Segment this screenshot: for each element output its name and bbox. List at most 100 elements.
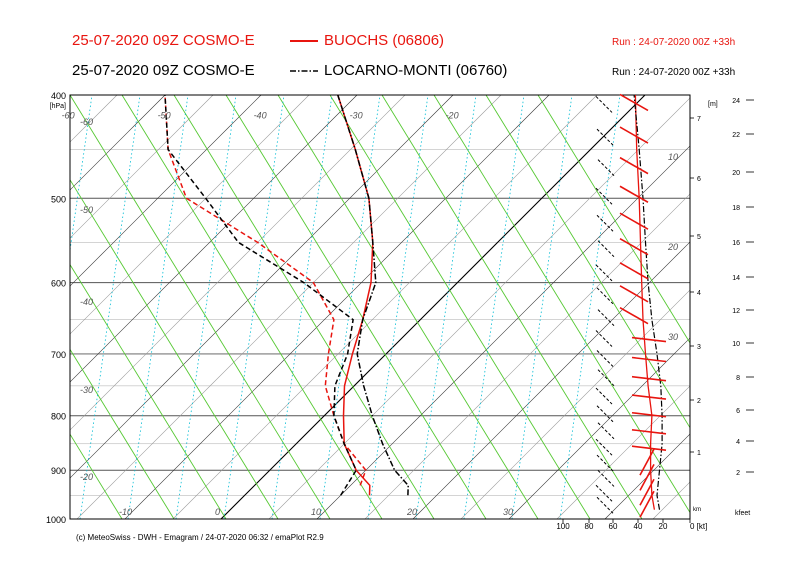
isotherm-label: -50 (80, 205, 93, 215)
wind-arrow-locarno (596, 405, 614, 423)
height-m-label: 6 (697, 176, 701, 183)
wind-arrow-buochs (639, 478, 655, 506)
height-m-label: 2 (697, 398, 701, 405)
height-kfeet-label: 8 (736, 375, 740, 382)
wind-axis-label: 80 (585, 522, 594, 531)
buochs-run-label: Run : 24-07-2020 00Z +33h (612, 37, 736, 48)
dry-adiabat-line (329, 95, 591, 519)
isotherm-line (70, 95, 310, 335)
dry-adiabat-line (70, 348, 175, 519)
profile-temperature-0 (337, 95, 374, 496)
pressure-tick-label: 800 (51, 412, 66, 422)
isotherm-label: 0 (215, 507, 220, 517)
height-kfeet-label: 10 (732, 341, 740, 348)
wind-arrow-locarno (596, 350, 614, 367)
wind-arrow-buochs (619, 93, 649, 112)
isotherm-label: 30 (503, 507, 513, 517)
isotherm-label: -50 (158, 110, 171, 120)
wind-axis-label: 100 (556, 522, 570, 531)
locarno-date-label: 25-07-2020 09Z COSMO-E (72, 62, 255, 79)
profile-dewpoint-1 (164, 95, 367, 486)
wind-arrow-buochs (619, 306, 649, 325)
height-m-label: 3 (697, 344, 701, 351)
buochs-legend-line (290, 40, 318, 42)
wind-arrow-buochs (631, 411, 667, 418)
wind-arrow-locarno (595, 187, 613, 205)
height-kfeet-label: 16 (732, 240, 740, 247)
isotherm-line (0, 95, 21, 519)
height-kfeet-label: 18 (732, 205, 740, 212)
height-km-unit: km (693, 507, 701, 513)
wind-arrow-locarno (595, 264, 613, 282)
dry-adiabat-line (0, 95, 18, 519)
mixing-ratio-line (559, 95, 621, 519)
wind-arrow-buochs (631, 375, 667, 382)
wind-arrow-locarno (595, 484, 613, 502)
dry-adiabat-line (70, 433, 123, 519)
isotherm-line (172, 95, 598, 519)
wind-arrow-buochs (619, 238, 649, 256)
plot-area (0, 95, 690, 519)
isotherm-label: -40 (80, 297, 93, 307)
wind-arrow-locarno (597, 369, 615, 387)
wind-arrow-buochs (631, 445, 667, 452)
mixing-ratio-line (463, 95, 525, 519)
profile-temperature-2 (337, 95, 409, 496)
wind-arrow-locarno (597, 159, 615, 176)
dry-adiabat-line (70, 518, 71, 519)
wind-arrow-locarno (597, 422, 615, 440)
mixing-ratio-line (70, 95, 93, 254)
isotherm-label: -60 (80, 117, 93, 127)
dry-adiabat-line (70, 178, 279, 519)
isotherm-label: -10 (119, 507, 132, 517)
isotherm-line (604, 433, 690, 519)
wind-arrow-locarno (596, 287, 614, 305)
pressure-unit-label: [hPa] (50, 103, 66, 110)
wind-arrow-buochs (631, 428, 667, 435)
buochs-date-label: 25-07-2020 09Z COSMO-E (72, 32, 255, 49)
wind-arrow-buochs (631, 336, 667, 343)
isotherm-label: 20 (406, 507, 417, 517)
isotherm-label: -40 (254, 110, 267, 120)
height-m-label: 4 (697, 290, 701, 297)
isotherm-label: -60 (62, 110, 75, 120)
wind-arrow-locarno (597, 240, 615, 258)
wind-arrow-buochs (631, 356, 667, 363)
height-kfeet-label: 14 (732, 275, 740, 282)
isotherm-label: 10 (311, 507, 321, 517)
pressure-tick-label: 700 (51, 350, 66, 360)
isotherm-line (460, 289, 690, 519)
wind-arrow-buochs (639, 464, 655, 491)
mixing-ratio-line (415, 95, 477, 519)
isotherm-line (364, 193, 690, 519)
dry-adiabat-line (225, 95, 487, 519)
profile-dewpoint-3 (164, 95, 358, 496)
isotherm-label: -30 (350, 110, 363, 120)
wind-axis-label: 0 [kt] (690, 522, 707, 531)
dry-adiabat-line (173, 95, 435, 519)
height-m-label: 5 (697, 234, 701, 241)
mixing-ratio-line (367, 95, 429, 519)
mixing-ratio-line (223, 95, 285, 519)
locarno-run-label: Run : 24-07-2020 00Z +33h (612, 67, 736, 78)
wind-arrow-locarno (595, 387, 613, 405)
plot-frame (69, 94, 691, 520)
buochs-station-label: BUOCHS (06806) (324, 32, 445, 49)
locarno-station-label: LOCARNO-MONTI (06760) (324, 62, 508, 79)
isotherm-line (124, 95, 550, 519)
isotherm-line (70, 95, 406, 431)
wind-scale-label: 30 (668, 332, 678, 342)
isotherm-line (70, 95, 214, 239)
dry-adiabat-line (537, 95, 690, 344)
height-kfeet-label: 12 (732, 308, 740, 315)
mixing-ratio-line (0, 95, 44, 519)
isotherm-line (412, 241, 690, 519)
wind-arrow-buochs (619, 285, 649, 303)
wind-arrow-buochs (619, 212, 649, 230)
wind-scale-label: 10 (668, 152, 678, 162)
wind-axis-label: 40 (634, 522, 643, 531)
height-kfeet-unit: kfeet (735, 510, 750, 517)
wind-arrow-locarno (596, 214, 614, 232)
dry-adiabat-line (70, 95, 331, 519)
wind-speed-profile-locarno (633, 94, 663, 510)
